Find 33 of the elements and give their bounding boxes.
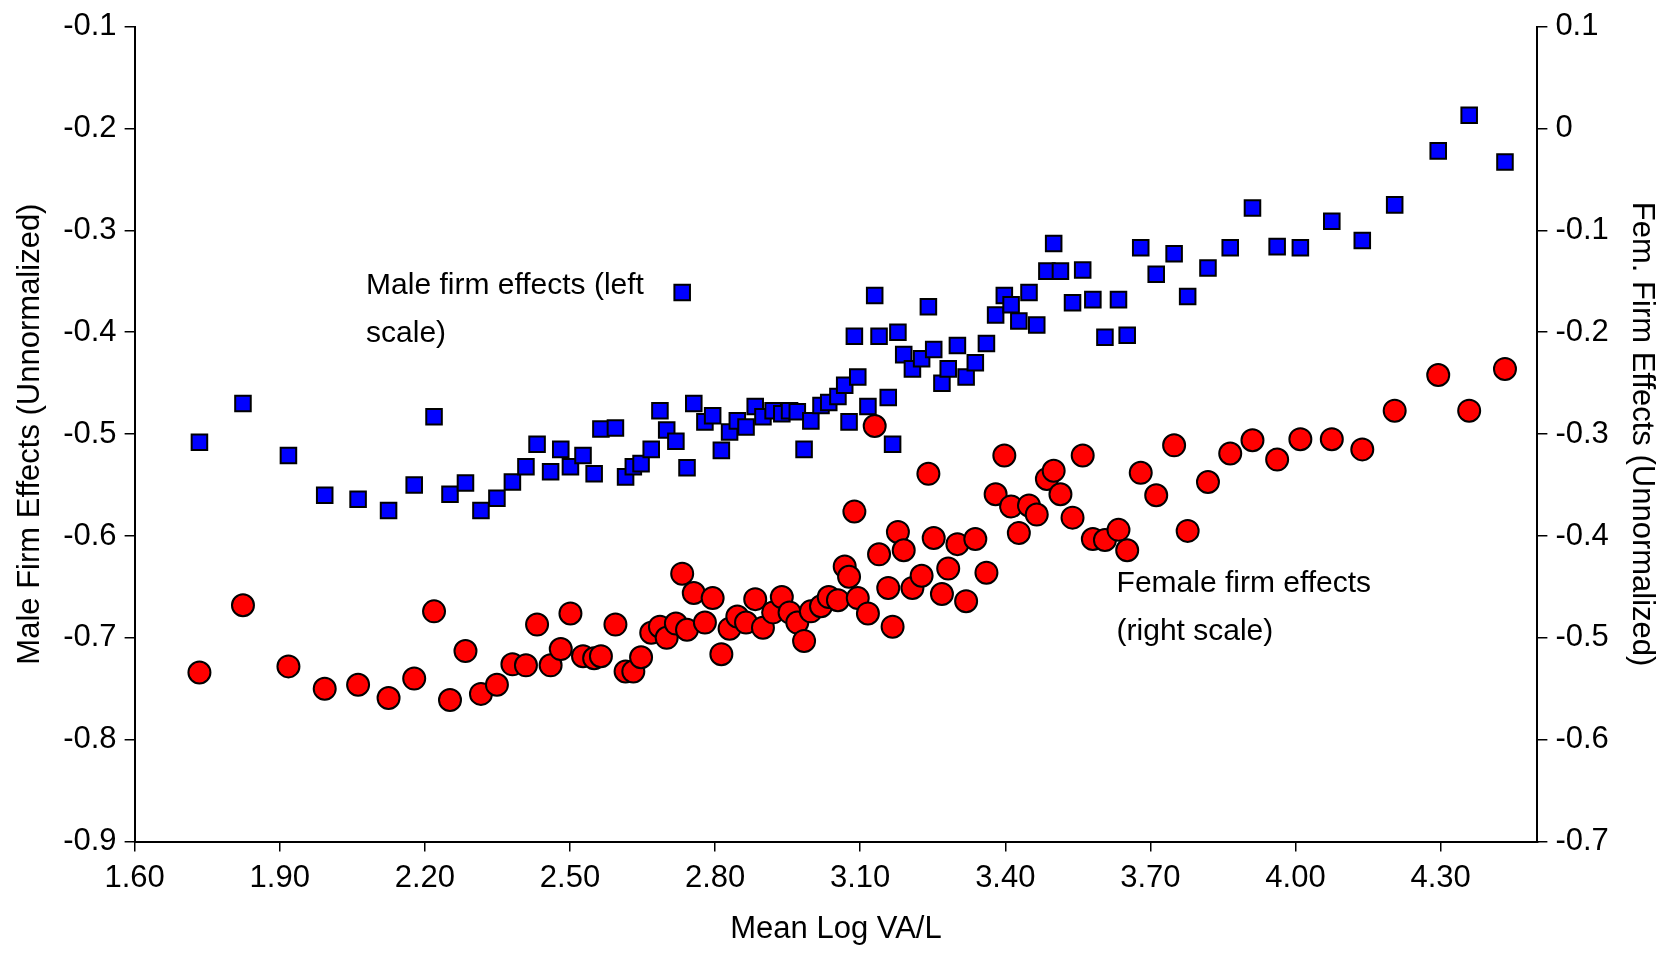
x-tick-label: 3.40 <box>975 858 1036 894</box>
y2-tick-label: -0.5 <box>1555 618 1609 654</box>
x-tick-label: 3.10 <box>830 858 891 894</box>
y2-axis-title: Fem. Firm Effects (Unnormalized) <box>1625 201 1661 667</box>
x-tick-label: 2.20 <box>394 858 456 894</box>
y2-tick-label: 0 <box>1555 109 1573 145</box>
x-tick-label: 2.50 <box>539 858 601 894</box>
y-tick-label: -0.1 <box>63 7 117 43</box>
x-tick-label: 1.90 <box>249 858 310 894</box>
x-axis-title: Mean Log VA/L <box>730 909 942 945</box>
x-tick-label: 3.70 <box>1120 858 1181 894</box>
y-tick-label: -0.3 <box>63 210 117 246</box>
y2-tick-label: 0.1 <box>1555 7 1599 43</box>
x-tick-label: 1.60 <box>104 858 165 894</box>
y-tick-label: -0.9 <box>63 822 117 858</box>
x-tick-label: 2.80 <box>684 858 746 894</box>
y-tick-label: -0.5 <box>63 414 117 450</box>
x-tick-label: 4.30 <box>1410 858 1471 894</box>
y2-tick-label: -0.2 <box>1555 312 1609 348</box>
y-tick-label: -0.2 <box>63 109 117 145</box>
y2-tick-label: -0.1 <box>1555 210 1609 246</box>
y2-tick-label: -0.6 <box>1555 720 1609 756</box>
x-tick-label: 4.00 <box>1265 858 1326 894</box>
y-axis-title: Male Firm Effects (Unnormalized) <box>11 203 47 665</box>
y-tick-label: -0.7 <box>63 618 117 654</box>
y2-tick-label: -0.7 <box>1555 822 1609 858</box>
y-tick-label: -0.8 <box>63 720 117 756</box>
y2-tick-label: -0.4 <box>1555 516 1609 552</box>
y-tick-label: -0.6 <box>63 516 117 552</box>
y2-tick-label: -0.3 <box>1555 414 1609 450</box>
series-label: Female firm effects (right scale) <box>1116 564 1372 646</box>
y-tick-label: -0.4 <box>63 312 117 348</box>
series-label: Male firm effects (left scale) <box>366 267 645 349</box>
